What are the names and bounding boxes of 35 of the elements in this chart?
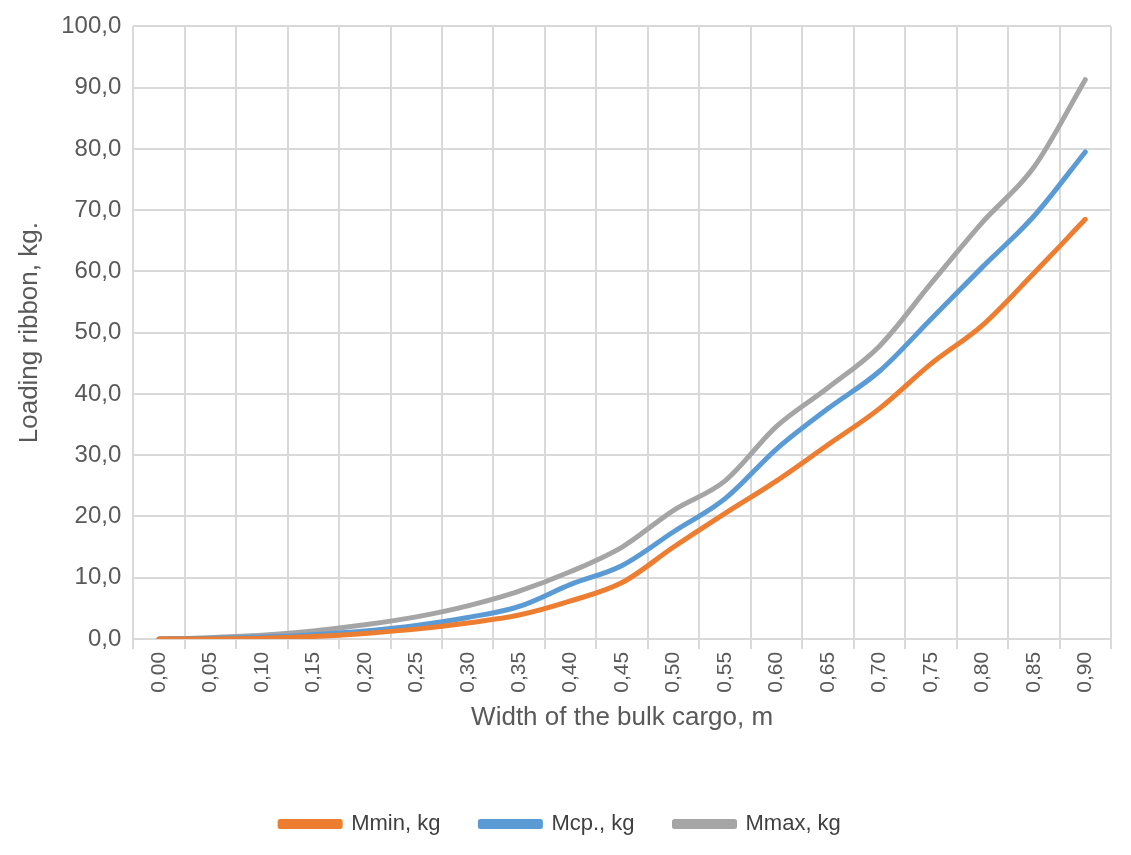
legend-label: Mcp., kg <box>551 810 635 836</box>
y-tick-label: 40,0 <box>74 378 122 406</box>
x-tick-label: 0,90 <box>1072 651 1096 693</box>
x-tick-label: 0,60 <box>763 651 787 693</box>
x-tick-label: 0,15 <box>300 651 324 693</box>
y-tick-label: 10,0 <box>74 562 122 590</box>
x-tick-label: 0,70 <box>866 651 890 693</box>
x-tick-label: 0,00 <box>145 651 169 693</box>
x-tick-label: 0,50 <box>660 651 684 693</box>
y-tick-label: 100,0 <box>61 11 122 39</box>
legend-label: Mmin, kg <box>351 810 441 836</box>
y-tick-label: 60,0 <box>74 256 122 284</box>
y-tick-label: 80,0 <box>74 133 122 161</box>
y-tick-label: 20,0 <box>74 501 122 529</box>
x-tick-label: 0,25 <box>403 651 427 693</box>
x-tick-label: 0,75 <box>917 651 941 693</box>
y-tick-label: 90,0 <box>74 72 122 100</box>
y-tick-label: 0,0 <box>87 623 122 651</box>
x-tick-label: 0,20 <box>351 651 375 693</box>
y-tick-label: 70,0 <box>74 194 122 222</box>
x-tick-label: 0,80 <box>969 651 993 693</box>
x-tick-label: 0,65 <box>814 651 838 693</box>
x-tick-label: 0,85 <box>1020 651 1044 693</box>
x-tick-label: 0,55 <box>711 651 735 693</box>
y-tick-label: 50,0 <box>74 317 122 345</box>
x-tick-label: 0,05 <box>197 651 221 693</box>
x-tick-label: 0,35 <box>506 651 530 693</box>
x-tick-label: 0,45 <box>608 651 632 693</box>
legend-label: Mmax, kg <box>745 810 841 836</box>
y-tick-label: 30,0 <box>74 439 122 467</box>
x-tick-label: 0,30 <box>454 651 478 693</box>
x-tick-label: 0,10 <box>248 651 272 693</box>
y-axis-title: Loading ribbon, kg. <box>12 222 43 444</box>
x-axis-title: Width of the bulk cargo, m <box>471 700 774 731</box>
x-tick-label: 0,40 <box>557 651 581 693</box>
